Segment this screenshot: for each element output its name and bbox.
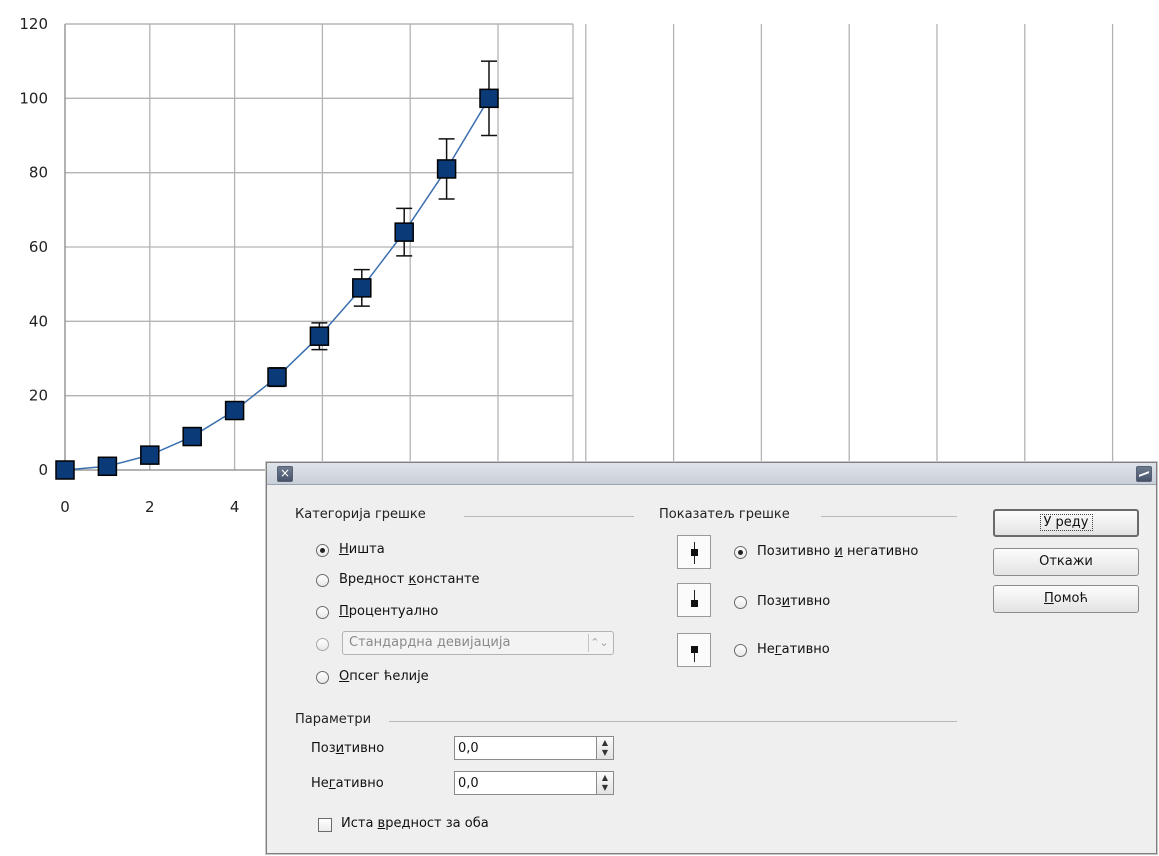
data-point [97, 456, 118, 477]
shade-icon[interactable] [1136, 466, 1152, 482]
y-tick-label: 40 [29, 312, 48, 330]
x-tick-label: 4 [230, 498, 240, 516]
positive-label: Позитивно [311, 741, 385, 756]
cancel-button[interactable]: Откажи [993, 548, 1139, 576]
y-tick-label: 0 [38, 461, 48, 479]
combo-arrows-icon: ⌃⌄ [588, 634, 610, 652]
data-point [55, 460, 75, 480]
parameters-divider [389, 721, 957, 722]
data-point [479, 88, 499, 109]
positive-spin-buttons[interactable]: ▲ ▼ [596, 736, 614, 760]
error-category-divider [464, 516, 634, 517]
negative-label: Негативно [311, 776, 384, 791]
x-tick-label: 2 [145, 498, 155, 516]
parameters-title: Параметри [295, 712, 372, 727]
data-point [224, 400, 245, 421]
ok-button[interactable]: У реду [993, 509, 1139, 537]
indicator-negative-icon[interactable] [677, 633, 711, 667]
y-tick-label: 60 [29, 238, 48, 256]
positive-input[interactable] [454, 736, 596, 760]
data-point [309, 326, 330, 346]
x-tick-label: 0 [60, 498, 70, 516]
error-indicator-divider [821, 516, 957, 517]
y-tick-label: 120 [19, 15, 48, 33]
close-icon[interactable]: × [277, 466, 293, 482]
positive-spin: ▲▼ [454, 736, 614, 760]
radio-percent[interactable] [316, 606, 329, 619]
radio-indicator-positive-label: Позитивно [757, 594, 831, 609]
data-point [394, 222, 414, 242]
radio-cell-range-label: Опсег ћелије [339, 669, 429, 684]
dialog-titlebar: × [267, 463, 1156, 485]
indicator-positive-icon[interactable] [677, 583, 711, 617]
radio-indicator-negative[interactable] [734, 644, 747, 657]
series-line [64, 97, 490, 471]
radio-none[interactable] [316, 544, 329, 557]
radio-none-label: Ништа [339, 542, 385, 557]
same-value-checkbox[interactable] [318, 818, 332, 832]
radio-indicator-both[interactable] [734, 546, 747, 559]
data-point [436, 159, 457, 179]
negative-spin: ▲▼ [454, 771, 614, 795]
same-value-label: Иста вредност за оба [341, 816, 489, 831]
y-tick-label: 100 [19, 89, 48, 107]
y-tick-label: 80 [29, 164, 48, 182]
radio-indicator-negative-label: Негативно [757, 642, 830, 657]
data-point [352, 278, 372, 298]
radio-indicator-both-label: Позитивно и негативно [757, 544, 919, 559]
function-combo-value: Стандардна девијација [349, 635, 511, 650]
help-button[interactable]: Помоћ [993, 585, 1139, 613]
radio-constant-label: Вредност константе [339, 572, 480, 587]
data-point [140, 445, 160, 465]
indicator-both-icon[interactable] [677, 535, 711, 569]
negative-spin-buttons[interactable]: ▲ ▼ [596, 771, 614, 795]
y-tick-label: 20 [29, 387, 48, 405]
radio-cell-range[interactable] [316, 671, 329, 684]
data-point [182, 426, 202, 447]
error-indicator-title: Показатељ грешке [659, 507, 790, 522]
radio-indicator-positive[interactable] [734, 596, 747, 609]
negative-input[interactable] [454, 771, 596, 795]
radio-function[interactable] [316, 638, 329, 651]
radio-constant[interactable] [316, 574, 329, 587]
error-bars-dialog: × Категорија грешке Ништа Вредност конст… [266, 462, 1157, 854]
data-point [267, 367, 287, 387]
error-category-title: Категорија грешке [295, 507, 426, 522]
radio-percent-label: Процентуално [339, 604, 439, 619]
function-combo[interactable]: Стандардна девијација ⌃⌄ [342, 631, 614, 655]
